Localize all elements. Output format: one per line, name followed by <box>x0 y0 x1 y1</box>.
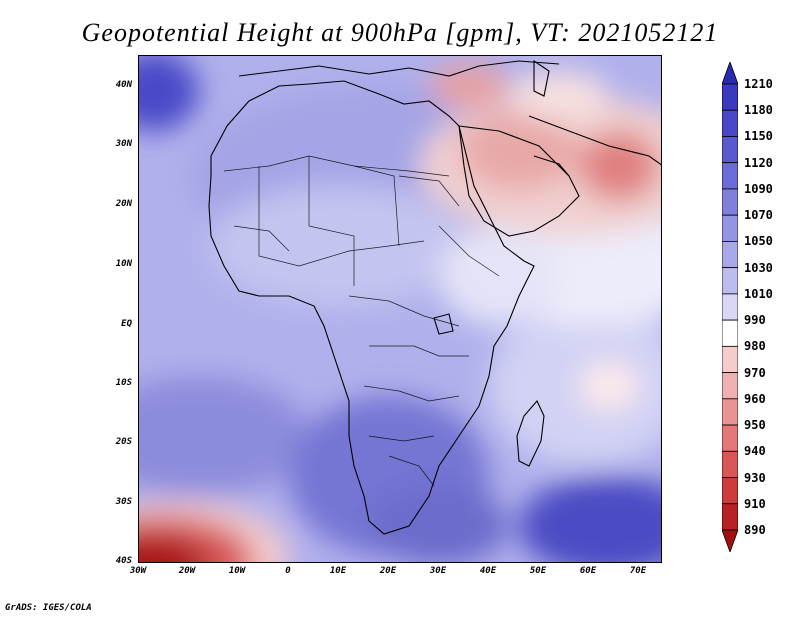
colorbar-label: 1120 <box>744 155 773 170</box>
lat-label: 10S <box>115 378 132 388</box>
colorbar-label: 1030 <box>744 260 773 275</box>
colorbar-bin <box>722 83 738 111</box>
colorbar-bin <box>722 214 738 242</box>
lat-label: 40N <box>115 80 132 90</box>
map-panel <box>138 55 662 563</box>
colorbar-bin <box>722 109 738 137</box>
colorbar-bin <box>722 267 738 295</box>
colorbar-bottom-arrow <box>722 529 738 552</box>
lat-label: 30N <box>115 139 132 149</box>
colorbar-label: 1050 <box>744 234 773 249</box>
colorbar-bin <box>722 241 738 269</box>
lat-label: 20N <box>115 199 132 209</box>
colorbar-label: 1180 <box>744 103 773 118</box>
lon-label: 10E <box>329 566 347 576</box>
lat-label: 30S <box>115 497 132 507</box>
map-title: Geopotential Height at 900hPa [gpm], VT:… <box>81 18 719 47</box>
lat-label: 40S <box>115 556 132 566</box>
colorbar-label: 950 <box>744 418 766 433</box>
lon-label: 30W <box>129 566 147 576</box>
colorbar-bin <box>722 162 738 190</box>
colorbar-bin <box>722 477 738 505</box>
colorbar-bin <box>722 345 738 373</box>
colorbar-label: 910 <box>744 496 766 511</box>
colorbar-label: 1150 <box>744 129 773 144</box>
colorbar-label: 990 <box>744 313 766 328</box>
colorbar-bin <box>722 503 738 531</box>
colorbar-bin <box>722 188 738 216</box>
colorbar-top-arrow <box>722 62 738 85</box>
lon-label: 50E <box>529 566 547 576</box>
colorbar-label: 980 <box>744 339 766 354</box>
lon-label: 70E <box>629 566 647 576</box>
colorbar-label: 960 <box>744 391 766 406</box>
lat-label: 10N <box>115 259 132 269</box>
lat-label: EQ <box>121 319 132 329</box>
lon-label: 60E <box>579 566 597 576</box>
colorbar-bin <box>722 450 738 478</box>
colorbar-label: 940 <box>744 444 766 459</box>
lon-label: 20E <box>379 566 397 576</box>
lon-label: 20W <box>178 566 196 576</box>
lon-label: 30E <box>429 566 447 576</box>
colorbar-bin <box>722 293 738 321</box>
colorbar-bin <box>722 319 738 347</box>
colorbar-bin <box>722 136 738 164</box>
lon-label: 10W <box>228 566 246 576</box>
colorbar-label: 890 <box>744 523 766 537</box>
colorbar-bin <box>722 398 738 426</box>
credit-text: GrADS: IGES/COLA <box>5 603 92 613</box>
colorbar-label: 930 <box>744 470 766 485</box>
lon-label: 40E <box>479 566 497 576</box>
colorbar-bin <box>722 424 738 452</box>
height-field <box>139 56 661 562</box>
lon-label: 0 <box>285 566 291 576</box>
coastlines <box>208 59 661 535</box>
colorbar <box>722 62 738 552</box>
colorbar-bin <box>722 372 738 400</box>
colorbar-label: 1210 <box>744 77 773 91</box>
colorbar-label: 970 <box>744 365 766 380</box>
country-borders <box>223 155 500 487</box>
colorbar-label: 1070 <box>744 208 773 223</box>
colorbar-label: 1010 <box>744 286 773 301</box>
colorbar-label: 1090 <box>744 181 773 196</box>
lat-label: 20S <box>115 437 132 447</box>
